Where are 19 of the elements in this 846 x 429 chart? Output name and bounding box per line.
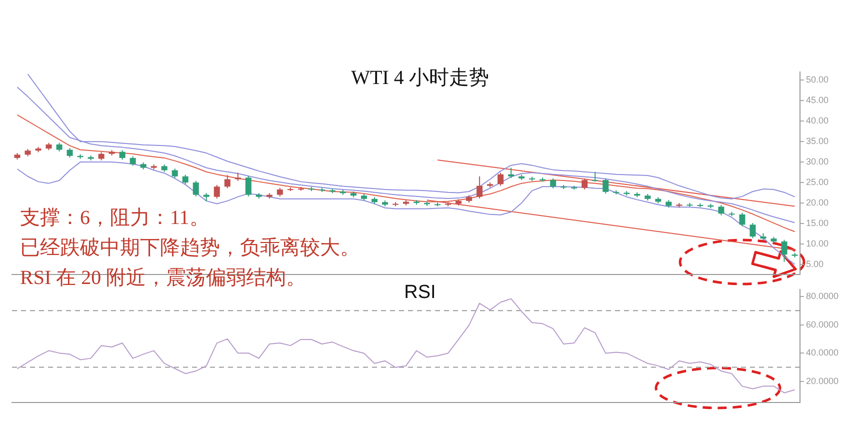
y-tick-label: 30.00 (806, 156, 829, 167)
y-tick-label: 20.0000 (806, 376, 839, 386)
chart-title: RSI (404, 282, 436, 304)
y-tick-label: 50.00 (806, 74, 829, 85)
y-tick-label: 40.00 (806, 116, 829, 126)
y-tick-label: 35.00 (806, 136, 829, 146)
annotation: RSI 在 20 附近，震荡偏弱结构。 (20, 266, 308, 291)
annotation: 已经跌破中期下降趋势，负乖离较大。 (20, 236, 360, 261)
chart-title: WTI 4 小时走势 (351, 66, 489, 91)
y-tick-label: 25.00 (806, 176, 829, 187)
y-tick-label: 10.00 (806, 238, 829, 248)
y-tick-label: 45.00 (806, 95, 829, 106)
y-tick-label: 40.0000 (806, 348, 839, 358)
y-tick-label: 15.00 (806, 218, 829, 228)
y-tick-label: 60.0000 (806, 319, 839, 330)
y-tick-label: 20.00 (806, 197, 829, 208)
annotation: 支撑：6，阻力：11。 (20, 206, 210, 231)
y-tick-label: 5.00 (806, 258, 824, 269)
y-tick-label: 80.0000 (806, 290, 839, 301)
